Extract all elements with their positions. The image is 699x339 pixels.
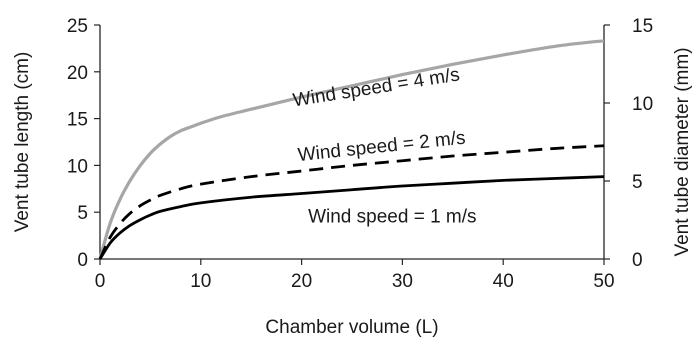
series-annotation: Wind speed = 1 m/s	[308, 206, 476, 227]
y-axis-title: Vent tube length (cm)	[12, 52, 33, 233]
y2-tick-label: 5	[632, 172, 643, 193]
series-group	[98, 39, 605, 260]
series-annotation: Wind speed = 4 m/s	[292, 64, 462, 111]
series-line-4ms	[98, 39, 605, 260]
x-tick-label: 0	[95, 271, 106, 292]
axes-group: 0 5 10 15 20 25 0 10 20 30 40 50 0 5 10 15	[67, 16, 653, 292]
y2-tick-label: 10	[632, 94, 653, 115]
annotations-group: Wind speed = 4 m/s Wind speed = 2 m/s Wind…	[292, 64, 477, 227]
series-line-1ms	[98, 175, 605, 260]
y-tick-label: 25	[67, 16, 88, 37]
x-tick-label: 50	[593, 271, 614, 292]
y2-axis-title: Vent tube diameter (mm)	[672, 47, 693, 256]
y-tick-label: 15	[67, 110, 88, 131]
y-tick-label: 5	[77, 203, 88, 224]
y2-tick-label: 0	[632, 250, 643, 271]
x-tick-label: 20	[291, 271, 312, 292]
x-tick-label: 30	[392, 271, 413, 292]
x-axis-title: Chamber volume (L)	[265, 317, 438, 338]
x-tick-label: 40	[493, 271, 514, 292]
x-tick-label: 10	[190, 271, 211, 292]
series-annotation: Wind speed = 2 m/s	[297, 128, 467, 166]
y-tick-label: 10	[67, 156, 88, 177]
series-line-2ms	[98, 144, 605, 260]
y2-tick-label: 15	[632, 16, 653, 37]
y-tick-label: 0	[77, 250, 88, 271]
y-tick-label: 20	[67, 63, 88, 84]
